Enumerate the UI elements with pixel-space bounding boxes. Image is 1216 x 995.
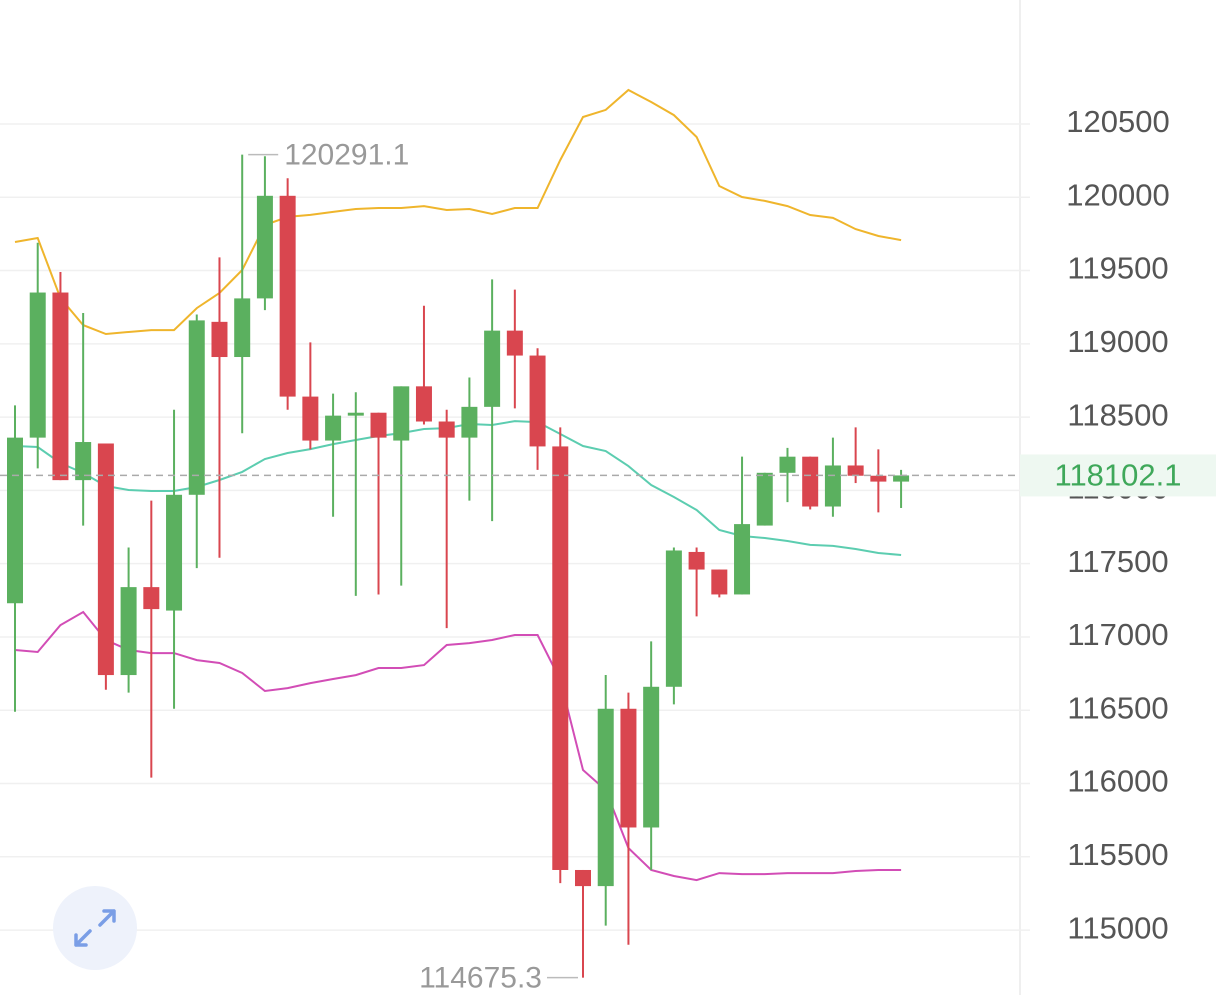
candle-body: [847, 465, 864, 476]
candle-body: [75, 442, 92, 481]
y-tick-label: 119000: [1067, 324, 1168, 359]
y-tick-label: 119500: [1067, 251, 1168, 286]
y-tick-label: 115000: [1067, 910, 1168, 945]
candle-body: [756, 472, 773, 526]
candle-body: [166, 494, 183, 611]
y-tick-label: 120500: [1066, 104, 1169, 139]
candle-body: [120, 587, 137, 676]
y-tick-label: 116500: [1067, 690, 1168, 725]
candle-body: [870, 475, 887, 482]
max-label: 120291.1: [284, 139, 409, 172]
candle-body: [302, 396, 319, 441]
min-label: 114675.3: [419, 962, 542, 995]
candle-body: [506, 330, 523, 356]
y-tick-label: 120000: [1066, 177, 1169, 212]
band-line: [14, 610, 902, 882]
candle-body: [643, 686, 660, 828]
candle-body: [688, 551, 705, 570]
candle-body: [484, 330, 501, 407]
expand-icon: [74, 909, 116, 947]
candle-body: [438, 421, 455, 438]
candle-body: [211, 321, 228, 358]
candle-body: [188, 320, 205, 495]
candle-body: [734, 524, 751, 595]
candle-body: [893, 475, 910, 482]
candle-body: [52, 292, 69, 481]
candle-body: [370, 412, 387, 438]
candle-body: [824, 465, 841, 507]
expand-button-bg: [53, 886, 137, 970]
candle-body: [597, 708, 614, 887]
candle-body: [7, 437, 23, 604]
candle-body: [97, 443, 114, 676]
candle-body: [393, 386, 410, 441]
candle-body: [415, 386, 432, 422]
price-label-bg: [1020, 454, 1216, 497]
y-tick-label: 117000: [1067, 617, 1168, 652]
y-tick-label: 116000: [1067, 764, 1168, 799]
candle-body: [29, 292, 46, 438]
candle-body: [779, 456, 796, 473]
candle-body: [575, 869, 591, 887]
candle-body: [552, 446, 569, 870]
candle-body: [143, 587, 160, 610]
y-tick-label: 118500: [1067, 397, 1168, 432]
candle-body: [802, 456, 819, 507]
candle-body: [347, 412, 364, 416]
candle-body: [665, 550, 682, 687]
y-tick-label: 117500: [1067, 544, 1168, 579]
candle-body: [279, 195, 296, 397]
candle-body: [325, 415, 342, 441]
candle-body: [620, 708, 637, 828]
y-tick-label: 115500: [1067, 837, 1168, 872]
price-label: 118102.1: [1055, 458, 1182, 493]
band-line: [14, 88, 902, 336]
candle-body: [256, 195, 273, 299]
band-line: [14, 420, 902, 556]
expand-button[interactable]: [53, 886, 137, 970]
candle-body: [711, 569, 728, 595]
candle-body: [461, 406, 478, 438]
candle-body: [529, 355, 546, 447]
candle-body: [234, 298, 251, 358]
